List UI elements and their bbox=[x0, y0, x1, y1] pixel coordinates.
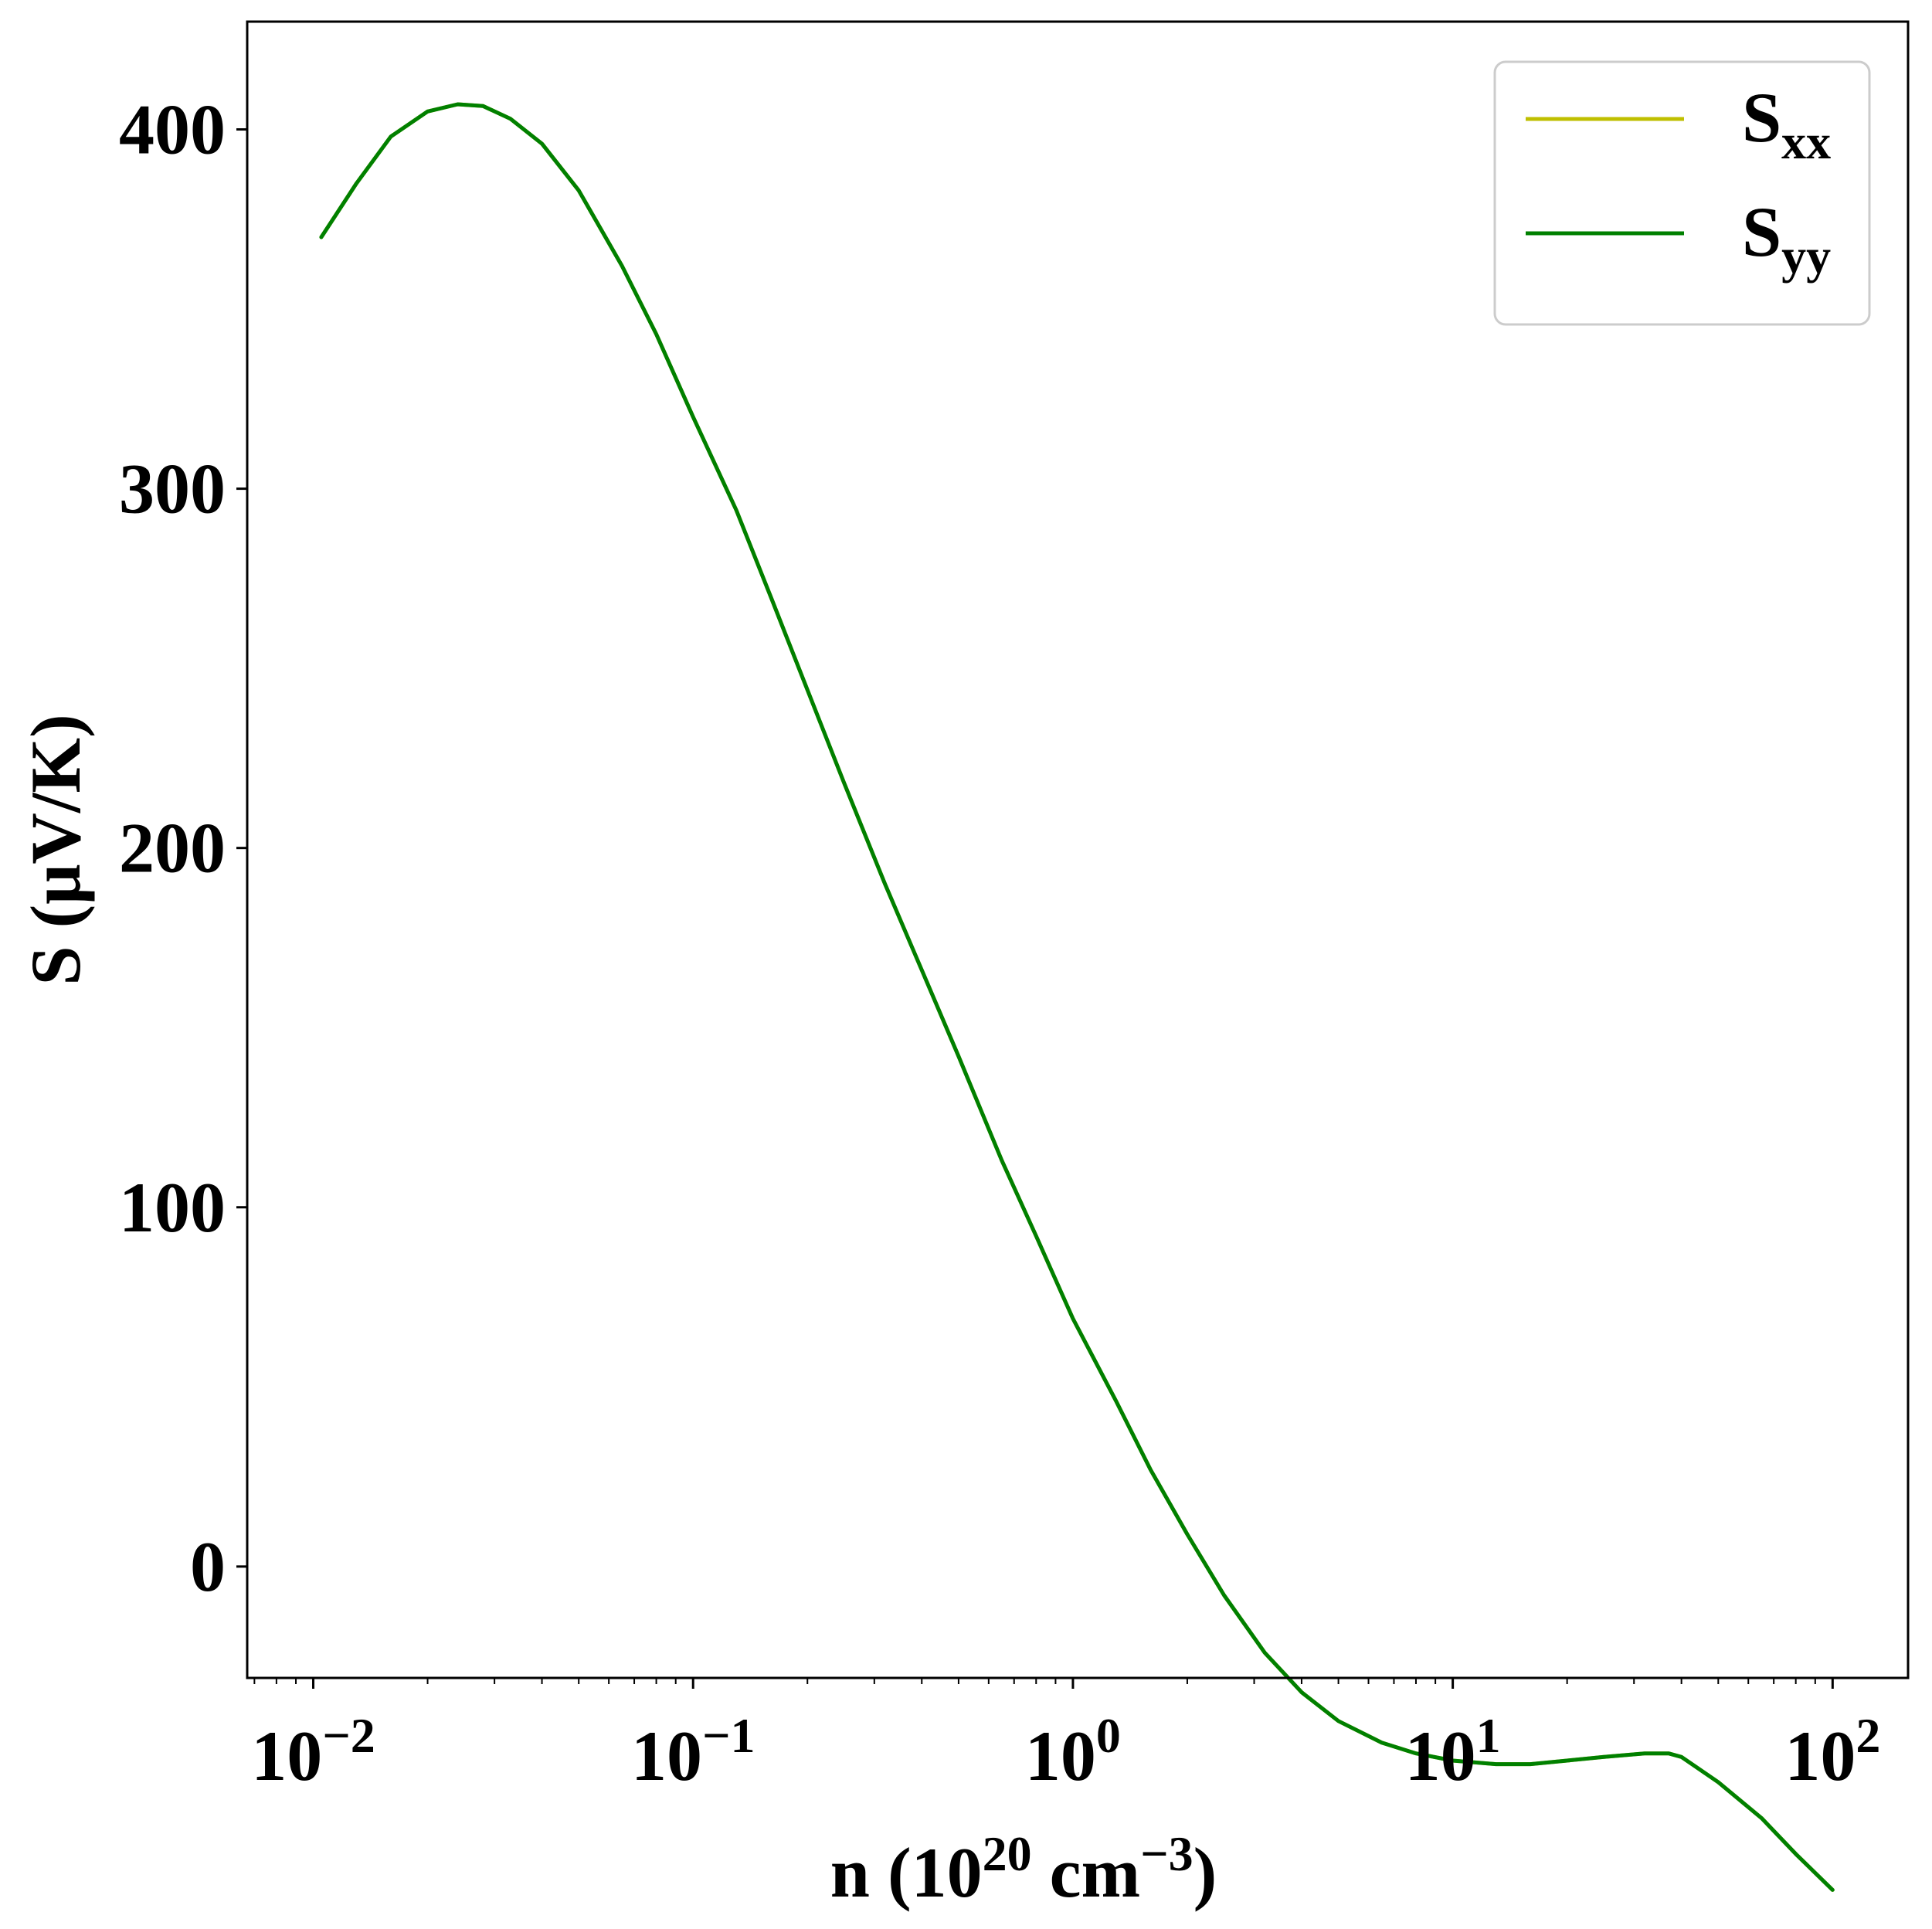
y-tick-label-2: 200 bbox=[119, 809, 226, 888]
x-tick-label-4: 102 bbox=[1784, 1708, 1880, 1795]
legend-label-sxx: Sxx bbox=[1742, 78, 1831, 169]
legend: Sxx Syy bbox=[1493, 60, 1871, 326]
legend-label-syy: Syy bbox=[1742, 192, 1831, 284]
legend-frame bbox=[1493, 60, 1871, 326]
axes-frame bbox=[246, 20, 1910, 1679]
x-tick-label-1: 10−1 bbox=[631, 1708, 755, 1795]
x-tick-label-0: 10−2 bbox=[251, 1708, 375, 1795]
y-tick-label-4: 400 bbox=[119, 90, 226, 169]
y-axis: 0 100 200 300 400 bbox=[119, 90, 247, 1606]
x-tick-label-2: 100 bbox=[1025, 1708, 1121, 1795]
x-axis-label: n (1020 cm−3) bbox=[830, 1826, 1217, 1912]
y-axis-label: S (μV/K) bbox=[16, 714, 95, 985]
series-line-syy bbox=[319, 102, 1835, 1892]
x-axis: 10−2 10−1 100 101 102 bbox=[251, 1678, 1880, 1795]
series-layer bbox=[319, 102, 1835, 1892]
y-tick-label-3: 300 bbox=[119, 450, 226, 528]
y-tick-label-0: 0 bbox=[190, 1527, 226, 1606]
x-tick-label-3: 101 bbox=[1405, 1708, 1501, 1795]
y-tick-label-1: 100 bbox=[119, 1168, 226, 1247]
